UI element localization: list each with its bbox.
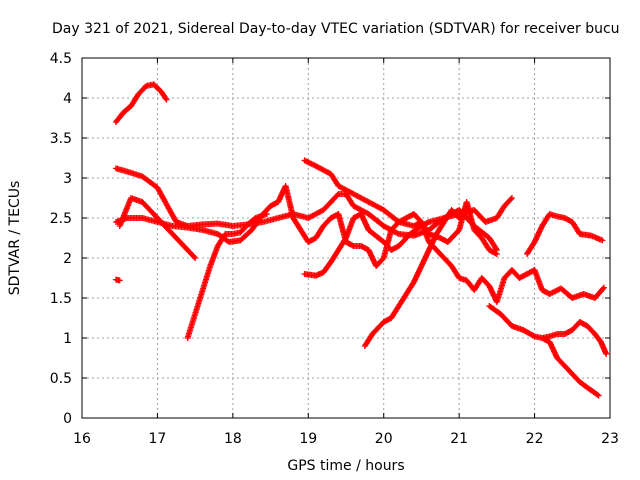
data-point xyxy=(192,255,199,261)
series-track-9 xyxy=(361,203,470,349)
plot-frame xyxy=(81,57,611,419)
data-point xyxy=(163,96,170,103)
data-point xyxy=(599,285,606,292)
data-point xyxy=(116,277,123,284)
series-track-12 xyxy=(524,211,606,257)
y-tick-label: 0.5 xyxy=(50,371,72,387)
y-tick-label: 3 xyxy=(63,171,72,187)
data-point xyxy=(595,392,602,399)
data-point xyxy=(507,196,514,203)
y-tick-label: 1 xyxy=(63,331,72,347)
data-point xyxy=(599,237,606,244)
chart-title: Day 321 of 2021, Sidereal Day-to-day VTE… xyxy=(52,21,620,37)
series-track-10 xyxy=(486,303,602,399)
x-tick-label: 20 xyxy=(375,431,393,447)
x-tick-label: 17 xyxy=(149,431,167,447)
series-track-7 xyxy=(301,157,607,305)
series-track-2 xyxy=(112,276,123,284)
x-axis-label: GPS time / hours xyxy=(287,458,404,474)
y-tick-label: 0 xyxy=(63,411,72,427)
data-point xyxy=(394,218,401,225)
x-tick-label: 22 xyxy=(526,431,544,447)
data-point xyxy=(530,332,537,339)
y-tick-label: 2.5 xyxy=(50,211,72,227)
x-tick-label: 23 xyxy=(601,431,619,447)
series-track-8 xyxy=(301,195,515,279)
data-point xyxy=(462,204,469,211)
y-axis-ticks: 0 0.5 1 1.5 2 2.5 3 3.5 4 4.5 xyxy=(50,51,610,427)
series-track-6 xyxy=(184,211,270,341)
series-track-1 xyxy=(112,81,170,125)
y-tick-label: 1.5 xyxy=(50,291,72,307)
data-point xyxy=(263,211,270,217)
y-tick-label: 4 xyxy=(63,91,72,107)
data-point xyxy=(162,95,169,102)
data-point xyxy=(463,203,470,209)
x-tick-label: 16 xyxy=(73,431,91,447)
data-point xyxy=(492,250,499,257)
data-point xyxy=(493,251,500,257)
x-tick-label: 19 xyxy=(299,431,317,447)
x-axis-ticks: 16 17 18 19 20 21 22 23 xyxy=(73,58,619,447)
x-tick-label: 18 xyxy=(224,431,242,447)
data-point xyxy=(603,351,610,357)
data-point xyxy=(424,219,431,226)
data-point xyxy=(191,253,198,260)
data-point xyxy=(349,242,356,249)
y-tick-label: 2 xyxy=(63,251,72,267)
data-point xyxy=(594,391,601,398)
data-marks xyxy=(112,81,610,399)
y-tick-label: 3.5 xyxy=(50,131,72,147)
series-track-11 xyxy=(539,319,610,357)
y-axis-label: SDTVAR / TECUs xyxy=(7,181,23,296)
data-point xyxy=(600,284,607,291)
y-tick-label: 4.5 xyxy=(50,51,72,67)
x-tick-label: 21 xyxy=(450,431,468,447)
data-point xyxy=(508,195,515,201)
